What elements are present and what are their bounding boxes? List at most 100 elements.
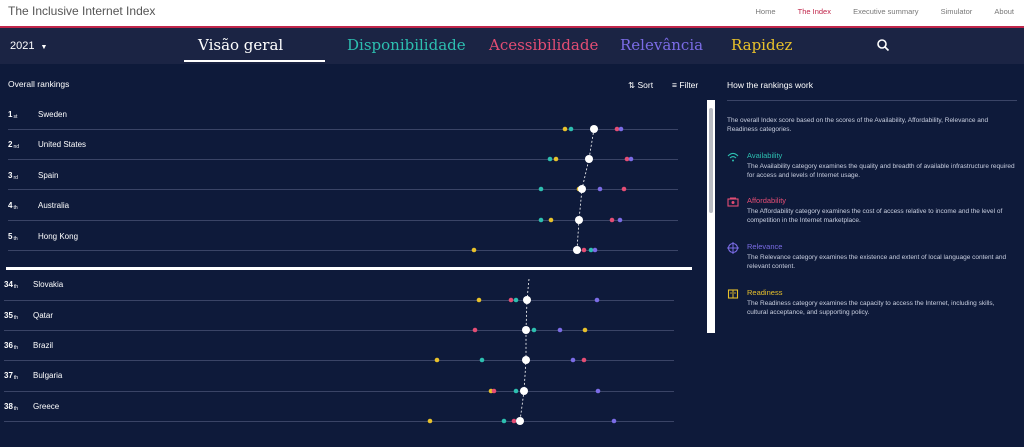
- tab-relevance[interactable]: Relevância: [620, 36, 704, 54]
- book-icon: [727, 289, 739, 299]
- caret-down-icon: ▼: [40, 44, 48, 51]
- rank-number: 34th: [4, 280, 19, 290]
- readiness-dot: [582, 327, 588, 333]
- tab-affordability[interactable]: Acessibilidade: [489, 36, 599, 54]
- nav-home[interactable]: Home: [755, 7, 776, 16]
- row-divider: [4, 391, 674, 392]
- rank-number: 2nd: [8, 140, 20, 150]
- tab-overview[interactable]: Visão geral: [183, 36, 326, 62]
- year-selector[interactable]: 2021 ▼: [10, 40, 47, 52]
- category-description: The Availability category examines the q…: [747, 163, 1015, 180]
- tab-readiness[interactable]: Rapidez: [731, 36, 793, 54]
- top-navigation-bar: The Inclusive Internet Index Home The In…: [0, 0, 1024, 28]
- row-divider: [8, 250, 678, 251]
- ranking-row-brazil[interactable]: 36th Brazil: [0, 341, 700, 371]
- relevance-dot: [595, 388, 601, 394]
- nav-the-index[interactable]: The Index: [797, 7, 831, 16]
- readiness-dot: [553, 156, 559, 162]
- availability-dot: [538, 186, 544, 192]
- rank-number: 4th: [8, 201, 18, 211]
- availability-dot: [479, 357, 485, 363]
- filter-label: Filter: [679, 80, 699, 90]
- search-icon[interactable]: [876, 38, 890, 52]
- ranking-row-australia[interactable]: 4th Australia: [0, 201, 700, 231]
- filter-button[interactable]: ≡ Filter: [672, 80, 698, 90]
- rankings-header: Overall rankings: [8, 79, 70, 89]
- availability-dot: [538, 217, 544, 223]
- category-description: The Affordability category examines the …: [747, 208, 1003, 225]
- sort-icon: ⇅: [628, 80, 636, 90]
- row-divider: [4, 300, 674, 301]
- overall-dot: [578, 185, 586, 193]
- relevance-dot: [570, 357, 576, 363]
- ranking-row-spain[interactable]: 3rd Spain: [0, 171, 700, 201]
- readiness-dot: [476, 297, 482, 303]
- row-divider: [4, 360, 674, 361]
- affordability-dot: [581, 357, 587, 363]
- nav-executive-summary[interactable]: Executive summary: [853, 7, 919, 16]
- rank-number: 35th: [4, 311, 19, 321]
- overall-dot: [573, 246, 581, 254]
- top-nav: Home The Index Executive summary Simulat…: [736, 7, 1014, 16]
- ranking-row-slovakia[interactable]: 34th Slovakia: [0, 280, 700, 310]
- rank-number: 5th: [8, 232, 18, 242]
- country-name: United States: [38, 140, 87, 149]
- overall-dot: [522, 356, 530, 364]
- overall-dot: [516, 417, 524, 425]
- availability-dot: [501, 418, 507, 424]
- ranking-row-qatar[interactable]: 35th Qatar: [0, 311, 700, 341]
- availability-dot: [568, 126, 574, 132]
- affordability-dot: [581, 247, 587, 253]
- overall-dot: [585, 155, 593, 163]
- availability-dot: [547, 156, 553, 162]
- affordability-dot: [614, 126, 620, 132]
- availability-dot: [513, 388, 519, 394]
- money-icon: [727, 197, 739, 207]
- year-value: 2021: [10, 40, 35, 52]
- relevance-dot: [628, 156, 634, 162]
- readiness-dot: [548, 217, 554, 223]
- readiness-dot: [434, 357, 440, 363]
- globe-icon: [727, 242, 739, 254]
- ranking-row-bulgaria[interactable]: 37th Bulgaria: [0, 371, 700, 401]
- category-description: The Readiness category examines the capa…: [747, 300, 995, 317]
- rank-number: 1st: [8, 110, 18, 120]
- panel-divider: [727, 100, 1017, 101]
- overall-dot: [590, 125, 598, 133]
- rank-number: 36th: [4, 341, 19, 351]
- country-name: Hong Kong: [38, 232, 79, 241]
- category-description: The Relevance category examines the exis…: [747, 254, 1007, 271]
- row-divider: [8, 189, 678, 190]
- relevance-dot: [617, 217, 623, 223]
- rankings-scroll-thumb[interactable]: [709, 108, 713, 213]
- nav-about[interactable]: About: [994, 7, 1014, 16]
- ranking-row-greece[interactable]: 38th Greece: [0, 402, 700, 432]
- affordability-dot: [621, 186, 627, 192]
- ranking-row-hong-kong[interactable]: 5th Hong Kong: [0, 232, 700, 262]
- overall-dot: [520, 387, 528, 395]
- ranking-row-united-states[interactable]: 2nd United States: [0, 140, 700, 170]
- relevance-dot: [618, 126, 624, 132]
- country-name: Brazil: [33, 341, 54, 350]
- nav-simulator[interactable]: Simulator: [940, 7, 973, 16]
- row-divider: [8, 159, 678, 160]
- sort-button[interactable]: ⇅ Sort: [628, 80, 653, 91]
- readiness-dot: [427, 418, 433, 424]
- ranking-gap-separator: [6, 267, 692, 270]
- overall-dot: [522, 326, 530, 334]
- affordability-dot: [511, 418, 517, 424]
- rankings-scrollbar[interactable]: [707, 100, 715, 333]
- category-name: Affordability: [747, 196, 787, 205]
- affordability-dot: [472, 327, 478, 333]
- sort-label: Sort: [637, 80, 654, 90]
- row-divider: [4, 421, 674, 422]
- readiness-dot: [471, 247, 477, 253]
- app-title[interactable]: The Inclusive Internet Index: [8, 4, 156, 18]
- availability-dot: [513, 297, 519, 303]
- affordability-dot: [491, 388, 497, 394]
- availability-dot: [588, 247, 594, 253]
- relevance-dot: [594, 297, 600, 303]
- rank-number: 3rd: [8, 171, 18, 181]
- ranking-row-sweden[interactable]: 1st Sweden: [0, 110, 700, 140]
- tab-availability[interactable]: Disponibilidade: [347, 36, 466, 54]
